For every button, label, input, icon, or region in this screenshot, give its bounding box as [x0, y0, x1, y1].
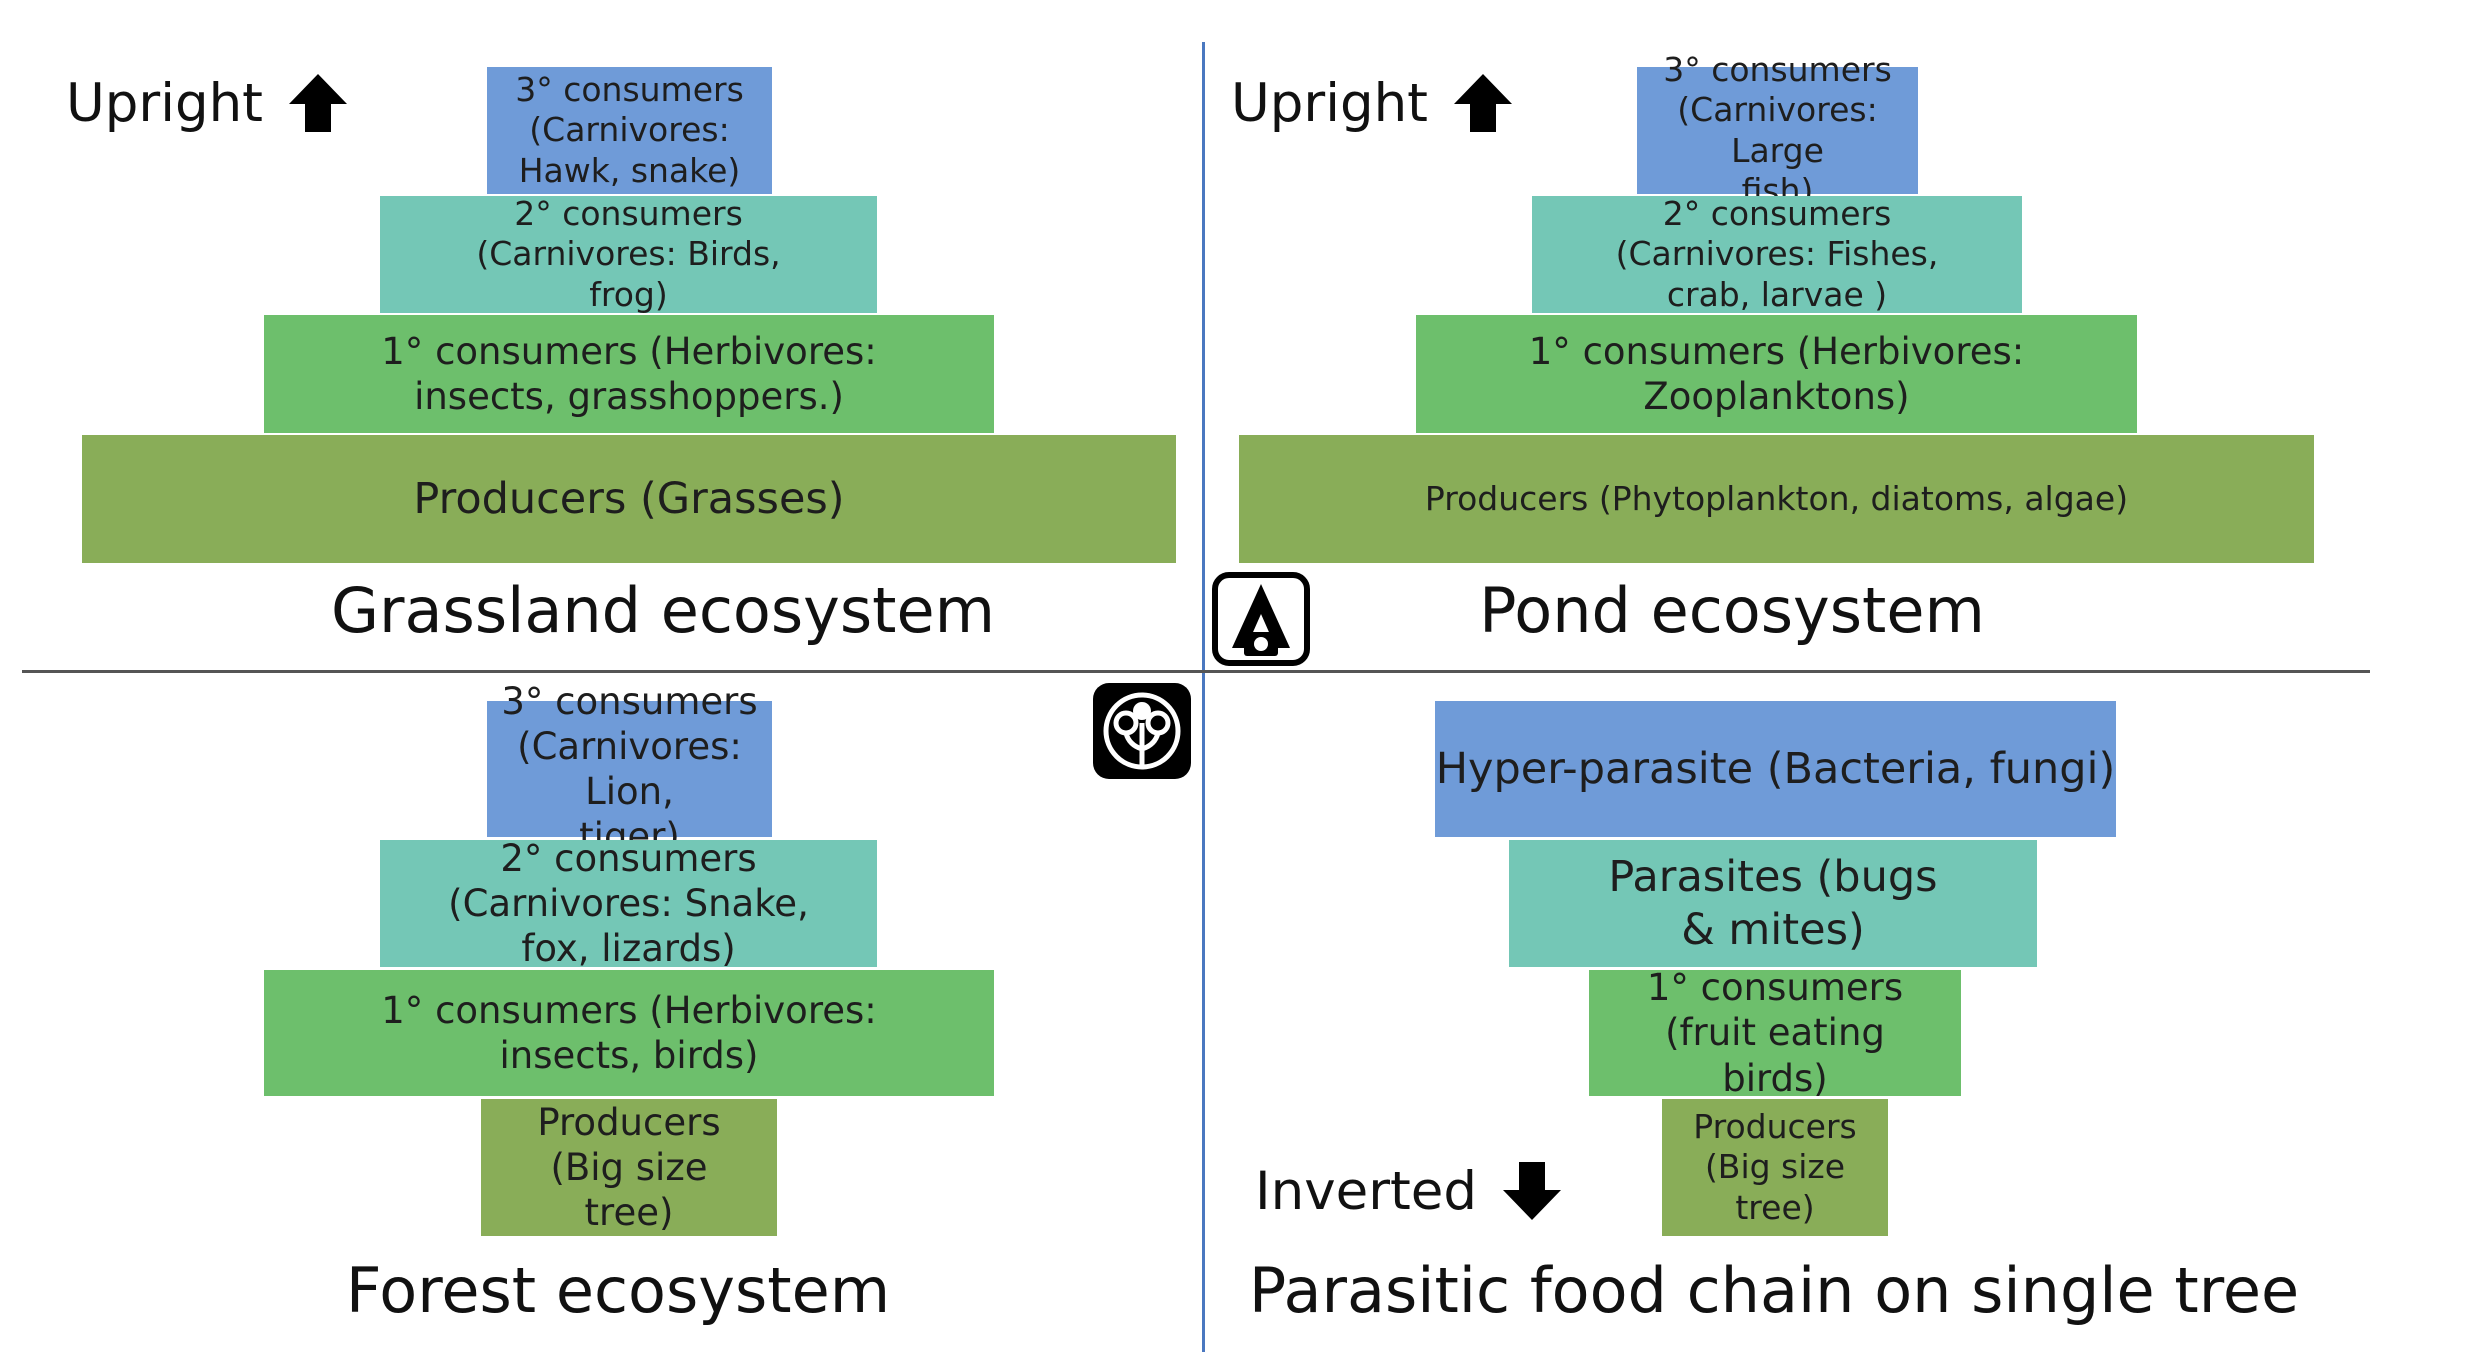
- arrow-up-icon: [288, 74, 347, 132]
- grassland-orientation: Upright: [66, 72, 349, 134]
- parasitic-orientation: Inverted: [1255, 1160, 1563, 1222]
- pond-producers: Producers (Phytoplankton, diatoms, algae…: [1239, 435, 2314, 563]
- forest-tertiary-consumers: 3° consumers (Carnivores: Lion, tiger): [487, 680, 772, 858]
- parasitic-primary-consumers: 1° consumers (fruit eating birds): [1589, 966, 1961, 1100]
- grassland-primary-consumers: 1° consumers (Herbivores: insects, grass…: [264, 315, 994, 433]
- grassland-tertiary-consumers: 3° consumers (Carnivores: Hawk, snake): [487, 67, 772, 194]
- grassland-title: Grassland ecosystem: [330, 574, 996, 647]
- pond-title: Pond ecosystem: [1479, 574, 1985, 647]
- arrow-up-icon: [1453, 74, 1512, 132]
- hyper-parasite-level: Hyper-parasite (Bacteria, fungi): [1435, 701, 2116, 837]
- forest-producers: Producers (Big size tree): [481, 1099, 777, 1236]
- pond-tertiary-consumers: 3° consumers (Carnivores: Large fish): [1637, 50, 1918, 210]
- grassland-secondary-consumers: 2° consumers (Carnivores: Birds, frog): [380, 194, 877, 314]
- horizontal-divider: [22, 670, 2370, 673]
- parasitic-producers: Producers (Big size tree): [1662, 1099, 1888, 1236]
- pond-orientation-label: Upright: [1231, 72, 1428, 134]
- forest-primary-consumers: 1° consumers (Herbivores: insects, birds…: [264, 970, 994, 1096]
- parasitic-orientation-label: Inverted: [1255, 1160, 1478, 1222]
- tree-logo-icon: [1093, 683, 1191, 779]
- pond-secondary-consumers: 2° consumers (Carnivores: Fishes, crab, …: [1532, 194, 2022, 314]
- grassland-producers: Producers (Grasses): [82, 435, 1176, 563]
- forest-title: Forest ecosystem: [345, 1254, 891, 1327]
- camera-logo-icon: [1212, 572, 1310, 666]
- forest-secondary-consumers: 2° consumers (Carnivores: Snake, fox, li…: [380, 837, 877, 970]
- arrow-down-icon: [1503, 1162, 1562, 1220]
- vertical-divider: [1202, 42, 1205, 1352]
- pond-orientation: Upright: [1231, 72, 1514, 134]
- parasitic-title: Parasitic food chain on single tree: [1248, 1254, 2300, 1327]
- parasites-level: Parasites (bugs & mites): [1509, 840, 2037, 967]
- grassland-orientation-label: Upright: [66, 72, 263, 134]
- pond-primary-consumers: 1° consumers (Herbivores: Zooplanktons): [1416, 315, 2137, 433]
